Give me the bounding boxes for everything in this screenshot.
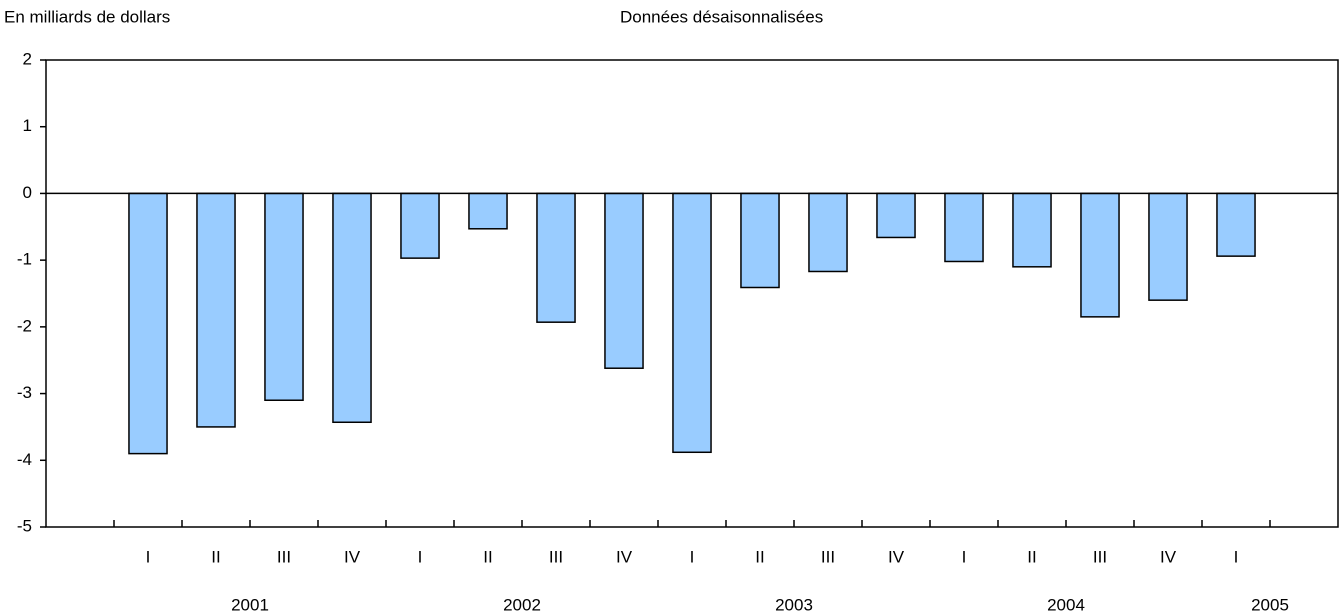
bar	[400, 192, 440, 259]
bar	[1080, 192, 1120, 318]
y-tick-label: -5	[17, 516, 32, 535]
y-axis-label: En milliards de dollars	[4, 7, 170, 26]
y-tick-label: -4	[17, 450, 32, 469]
x-tick-label: II	[1027, 547, 1036, 566]
x-tick-label: III	[277, 547, 291, 566]
bar	[1012, 192, 1052, 268]
x-tick-label: IV	[1160, 547, 1177, 566]
bar	[264, 192, 304, 401]
year-label: 2002	[503, 595, 541, 614]
year-label: 2005	[1251, 595, 1289, 614]
x-tick-label: I	[690, 547, 695, 566]
y-tick-label: 1	[23, 116, 32, 135]
x-tick-label: I	[962, 547, 967, 566]
x-tick-label: I	[146, 547, 151, 566]
y-tick-label: -2	[17, 316, 32, 335]
bar	[604, 192, 644, 369]
x-tick-label: III	[821, 547, 835, 566]
year-label: 2004	[1047, 595, 1085, 614]
bar	[1148, 192, 1188, 301]
bar	[128, 192, 168, 455]
x-tick-label: III	[1093, 547, 1107, 566]
x-tick-label: I	[1234, 547, 1239, 566]
x-tick-label: III	[549, 547, 563, 566]
y-tick-label: -3	[17, 383, 32, 402]
bar	[536, 192, 576, 323]
x-tick-label: IV	[888, 547, 905, 566]
subtitle: Données désaisonnalisées	[620, 7, 823, 26]
plot-frame	[45, 59, 1339, 528]
bar	[196, 192, 236, 428]
bar	[740, 192, 780, 289]
x-tick-label: II	[755, 547, 764, 566]
y-tick-label: 2	[23, 49, 32, 68]
year-label: 2001	[231, 595, 269, 614]
bar	[808, 192, 848, 273]
bar	[332, 192, 372, 424]
y-tick-label: -1	[17, 250, 32, 269]
x-tick-label: I	[418, 547, 423, 566]
bar	[1216, 192, 1256, 257]
bar	[468, 192, 508, 230]
x-tick-label: IV	[616, 547, 633, 566]
y-tick-label: 0	[23, 183, 32, 202]
bar	[876, 192, 916, 239]
year-label: 2003	[775, 595, 813, 614]
bar	[672, 192, 712, 454]
x-tick-label: II	[483, 547, 492, 566]
x-tick-label: II	[211, 547, 220, 566]
bar	[944, 192, 984, 263]
x-tick-label: IV	[344, 547, 361, 566]
